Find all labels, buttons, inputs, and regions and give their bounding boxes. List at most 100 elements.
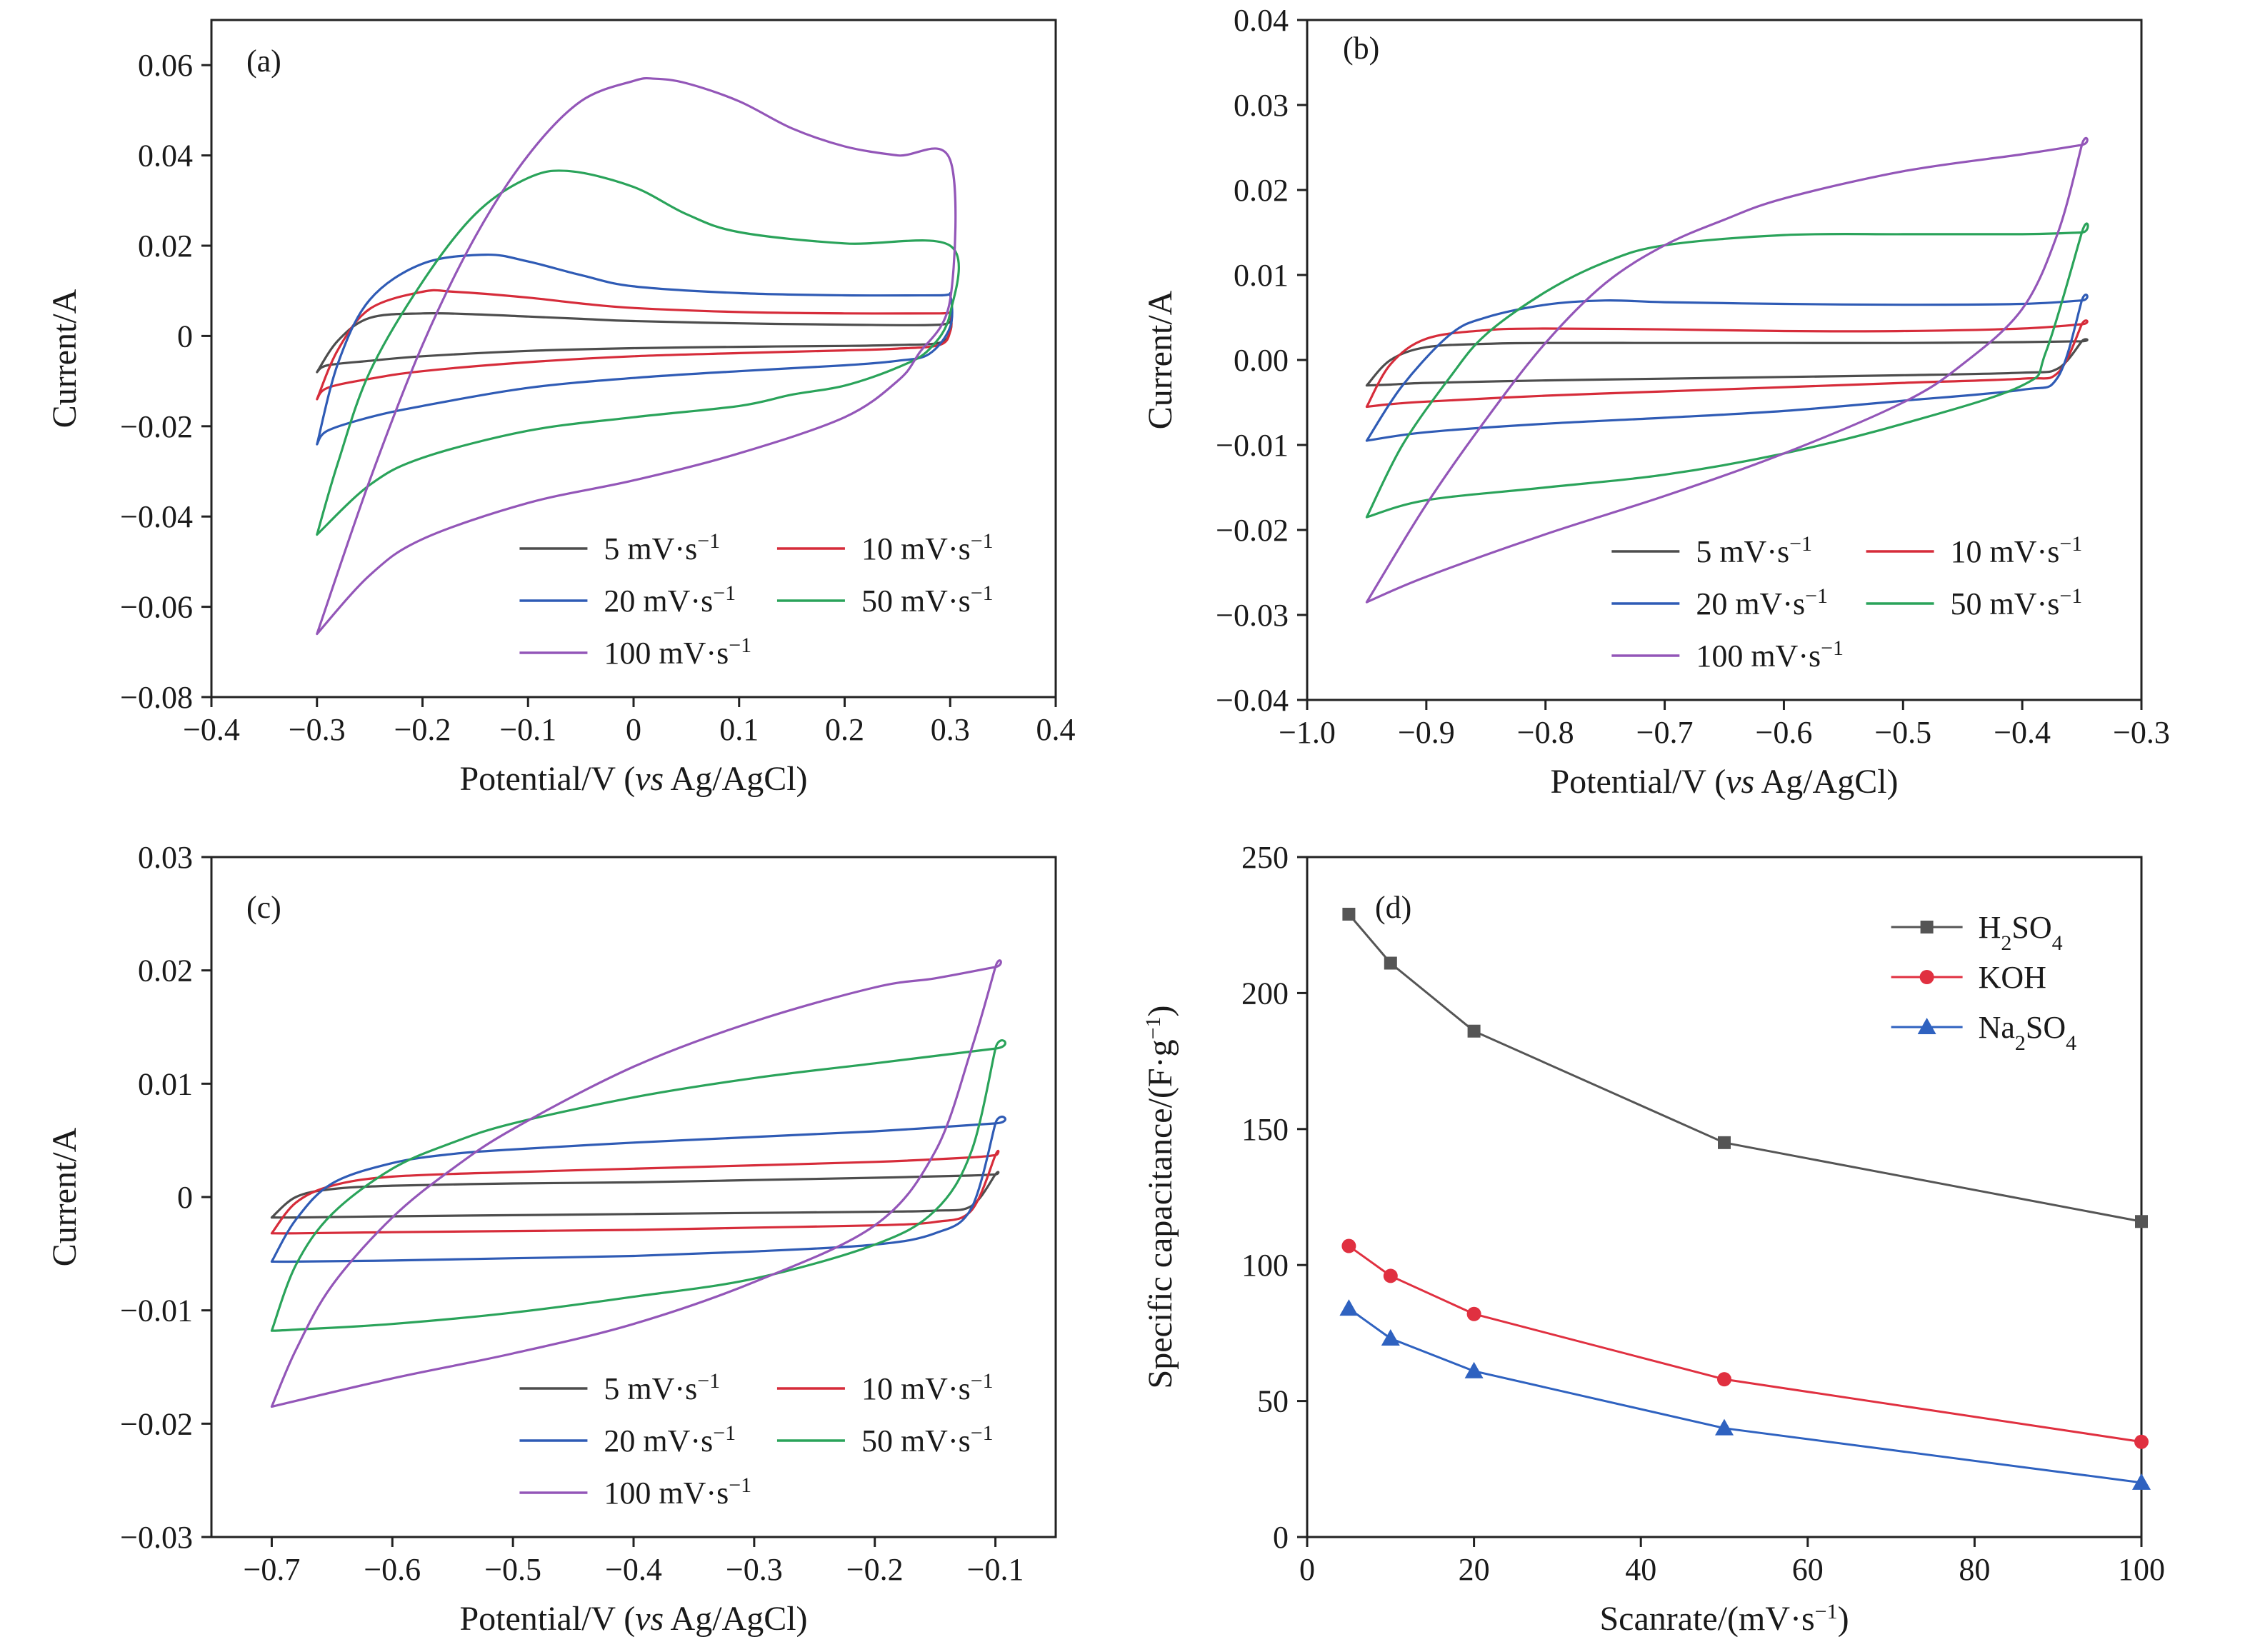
cv-curve-10mv — [270, 1149, 1000, 1235]
y-tick-label: −0.01 — [120, 1293, 193, 1328]
legend-label: 100 mV·s−1 — [604, 634, 751, 671]
x-axis-label-close: ) — [1838, 1600, 1849, 1638]
legend-label-exponent: −1 — [971, 1369, 994, 1393]
cv-curve-20mv — [1365, 294, 2089, 442]
y-tick-label: −0.03 — [1216, 598, 1289, 633]
y-tick-label: −0.02 — [120, 1406, 193, 1441]
cv-curve-100mv — [1365, 136, 2089, 604]
legend-label: 10 mV·s−1 — [861, 1369, 994, 1407]
legend-label: 50 mV·s−1 — [861, 1421, 994, 1459]
y-tick-label: −0.02 — [1216, 513, 1289, 548]
legend-label-name: 20 mV·s — [604, 584, 713, 619]
x-axis-label-exponent: −1 — [1815, 1600, 1838, 1623]
cv-curve-5mv — [1365, 338, 2089, 387]
legend-label-exponent: −1 — [2059, 584, 2082, 608]
x-tick-label: −0.1 — [967, 1552, 1024, 1587]
data-point-koh — [1341, 1238, 1356, 1253]
x-tick-label: −0.5 — [484, 1552, 541, 1587]
x-tick-label: −0.4 — [605, 1552, 662, 1587]
series-line-na2so4 — [1348, 1307, 2142, 1484]
panel-b-cv-curves: −1.0 −0.9 −0.8 −0.7 −0.6 −0.5 −0.4 −0.3 −0.04 −0.… — [1141, 3, 2170, 801]
y-tick-label: 0.04 — [138, 139, 193, 174]
legend-label-exponent: −1 — [697, 1369, 720, 1393]
y-tick-label: 0.02 — [1234, 173, 1289, 208]
data-point-na2so4 — [1464, 1361, 1484, 1378]
legend-label-name: 50 mV·s — [861, 584, 971, 619]
x-axis-label-main: Scanrate/(mV·s — [1599, 1600, 1814, 1638]
panel-c-cv-curves: −0.7 −0.6 −0.5 −0.4 −0.3 −0.2 −0.1 −0.03 −0.02 −0… — [46, 840, 1057, 1638]
data-point-h2so4 — [1342, 907, 1356, 921]
x-axis-label-vs: vs — [1726, 763, 1754, 801]
x-tick-label: 0.3 — [931, 712, 970, 747]
cv-curve-20mv — [270, 1116, 1006, 1263]
x-tick-label: −0.2 — [846, 1552, 904, 1587]
y-tick-label: 0.02 — [138, 229, 193, 264]
cv-curve-50mv — [270, 1039, 1006, 1332]
y-axis-label: Specific capacitance/(F·g−1) — [1141, 1006, 1180, 1389]
legend-label: KOH — [1979, 960, 2046, 995]
data-point-h2so4 — [1467, 1024, 1481, 1038]
legend-label-part: KOH — [1979, 960, 2046, 995]
x-axis-label-reference: Ag/AgCl) — [664, 1600, 807, 1638]
y-tick-label: 0 — [177, 1180, 193, 1215]
legend-label-exponent: −1 — [2059, 532, 2082, 556]
data-point-koh — [1717, 1372, 1731, 1387]
panel-d-capacitance-vs-scanrate: 0 20 40 60 80 100 0 50 100 150 200 250 (d) Scanrate/(… — [1141, 840, 2166, 1638]
x-tick-label: −0.3 — [289, 712, 346, 747]
x-tick-label: −0.5 — [1874, 715, 1931, 750]
x-tick-label: −0.6 — [364, 1552, 421, 1587]
legend-label: 20 mV·s−1 — [1696, 584, 1828, 622]
y-axis-label-exponent: −1 — [1141, 1016, 1165, 1039]
x-axis-label-main: Potential/V ( — [459, 1600, 635, 1638]
y-tick-label: −0.01 — [1216, 428, 1289, 463]
x-axis-label: Potential/V (vs Ag/AgCl) — [459, 760, 807, 798]
data-point-na2so4 — [1381, 1329, 1400, 1346]
x-axis-label: Scanrate/(mV·s−1) — [1599, 1600, 1849, 1638]
series-line-koh — [1348, 1245, 2142, 1443]
legend-label: 10 mV·s−1 — [861, 529, 994, 567]
x-tick-label: 0.1 — [719, 712, 759, 747]
panel-tag: (d) — [1375, 890, 1411, 925]
y-tick-label: −0.04 — [120, 499, 193, 534]
data-point-koh — [1383, 1268, 1398, 1283]
y-axis-label: Current/A — [46, 1127, 84, 1266]
y-axis-label: Current/A — [46, 289, 84, 428]
y-tick-label: −0.04 — [1216, 683, 1289, 718]
panel-tag: (c) — [246, 890, 281, 925]
legend-label: 5 mV·s−1 — [1696, 532, 1812, 570]
y-tick-label: 250 — [1241, 840, 1289, 875]
legend-label-subscript: 2 — [2001, 931, 2011, 955]
legend-label-name: 50 mV·s — [1951, 586, 2060, 621]
legend-label-exponent: −1 — [729, 1473, 751, 1497]
x-tick-label: 0 — [1299, 1552, 1315, 1587]
x-tick-label: 40 — [1625, 1552, 1656, 1587]
legend-label: 5 mV·s−1 — [604, 1369, 720, 1407]
legend-label: 50 mV·s−1 — [861, 581, 994, 619]
x-tick-label: 0 — [626, 712, 641, 747]
legend-label-name: 100 mV·s — [604, 1476, 729, 1511]
y-tick-label: 150 — [1241, 1112, 1289, 1147]
data-point-h2so4 — [1718, 1136, 1731, 1149]
panel-tag: (a) — [246, 44, 281, 79]
cv-curve-10mv — [1365, 319, 2089, 409]
legend-label-name: 5 mV·s — [1696, 534, 1789, 569]
x-axis-label-vs: vs — [635, 760, 664, 798]
legend-label: 5 mV·s−1 — [604, 529, 720, 567]
x-tick-label: 20 — [1459, 1552, 1490, 1587]
x-axis-label-reference: Ag/AgCl) — [664, 760, 807, 798]
y-tick-label: 0 — [177, 319, 193, 354]
data-point-koh — [2134, 1434, 2149, 1449]
legend-label-exponent: −1 — [971, 1421, 994, 1445]
legend-marker-square — [1920, 921, 1934, 933]
y-axis-label-close: ) — [1141, 1006, 1179, 1017]
legend-label-exponent: −1 — [713, 581, 736, 605]
legend-label-name: 100 mV·s — [604, 636, 729, 671]
x-tick-label: −0.1 — [499, 712, 556, 747]
legend-label-name: 20 mV·s — [1696, 586, 1805, 621]
x-tick-label: −1.0 — [1279, 715, 1336, 750]
y-tick-label: 200 — [1241, 976, 1289, 1011]
x-tick-label: 0.4 — [1036, 712, 1076, 747]
y-tick-label: 50 — [1257, 1384, 1289, 1419]
cv-curve-5mv — [316, 311, 953, 374]
